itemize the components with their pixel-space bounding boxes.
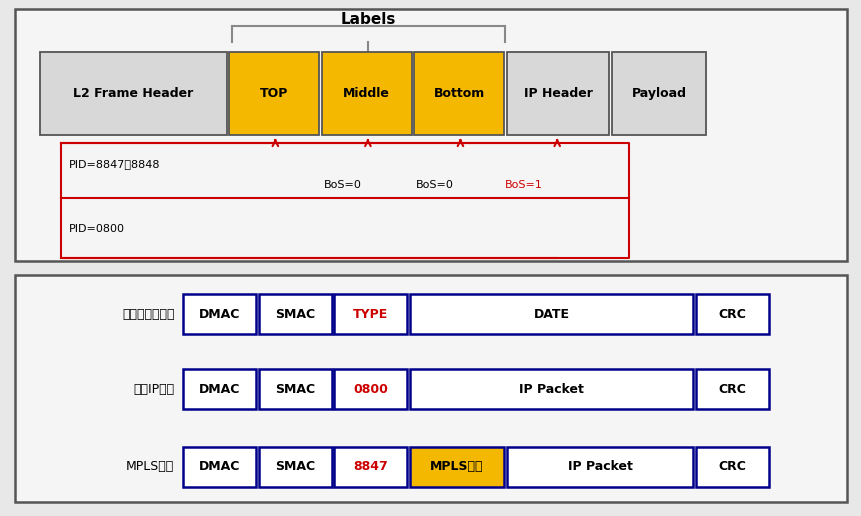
- FancyBboxPatch shape: [258, 447, 331, 487]
- FancyBboxPatch shape: [410, 369, 693, 409]
- FancyBboxPatch shape: [334, 447, 407, 487]
- Text: SMAC: SMAC: [275, 383, 315, 396]
- FancyBboxPatch shape: [229, 52, 319, 136]
- Text: CRC: CRC: [718, 308, 746, 320]
- Text: PID=0800: PID=0800: [69, 224, 125, 234]
- FancyBboxPatch shape: [611, 52, 705, 136]
- FancyBboxPatch shape: [258, 294, 331, 334]
- FancyBboxPatch shape: [15, 9, 846, 261]
- FancyBboxPatch shape: [410, 294, 693, 334]
- FancyBboxPatch shape: [506, 52, 609, 136]
- Text: BoS=1: BoS=1: [504, 180, 542, 190]
- Text: DMAC: DMAC: [199, 383, 240, 396]
- Text: CRC: CRC: [718, 383, 746, 396]
- Text: DATE: DATE: [533, 308, 569, 320]
- Text: Middle: Middle: [343, 87, 390, 100]
- FancyBboxPatch shape: [695, 294, 768, 334]
- Text: IP Packet: IP Packet: [567, 460, 632, 473]
- Text: 普通IP包：: 普通IP包：: [133, 383, 174, 396]
- FancyBboxPatch shape: [258, 369, 331, 409]
- Text: IP Packet: IP Packet: [518, 383, 584, 396]
- Text: IP Header: IP Header: [523, 87, 592, 100]
- Text: 以太网帧结构：: 以太网帧结构：: [121, 308, 174, 320]
- Text: Labels: Labels: [340, 12, 395, 27]
- Text: DMAC: DMAC: [199, 460, 240, 473]
- Text: BoS=0: BoS=0: [416, 180, 454, 190]
- FancyBboxPatch shape: [183, 294, 256, 334]
- Text: 0800: 0800: [353, 383, 387, 396]
- Text: TYPE: TYPE: [353, 308, 388, 320]
- FancyBboxPatch shape: [695, 369, 768, 409]
- FancyBboxPatch shape: [334, 294, 407, 334]
- Text: SMAC: SMAC: [275, 460, 315, 473]
- FancyBboxPatch shape: [15, 276, 846, 502]
- Text: DMAC: DMAC: [199, 308, 240, 320]
- FancyBboxPatch shape: [695, 447, 768, 487]
- Text: Payload: Payload: [631, 87, 685, 100]
- FancyBboxPatch shape: [413, 52, 504, 136]
- Text: MPLS标签: MPLS标签: [430, 460, 483, 473]
- Text: TOP: TOP: [260, 87, 288, 100]
- Text: CRC: CRC: [718, 460, 746, 473]
- FancyBboxPatch shape: [183, 369, 256, 409]
- Text: BoS=0: BoS=0: [324, 180, 361, 190]
- FancyBboxPatch shape: [321, 52, 412, 136]
- Text: Bottom: Bottom: [433, 87, 484, 100]
- FancyBboxPatch shape: [506, 447, 693, 487]
- FancyBboxPatch shape: [183, 447, 256, 487]
- Text: 8847: 8847: [353, 460, 387, 473]
- Text: L2 Frame Header: L2 Frame Header: [73, 87, 193, 100]
- Text: SMAC: SMAC: [275, 308, 315, 320]
- FancyBboxPatch shape: [40, 52, 226, 136]
- FancyBboxPatch shape: [334, 369, 407, 409]
- Text: PID=8847或8848: PID=8847或8848: [69, 159, 160, 169]
- Text: MPLS包：: MPLS包：: [126, 460, 174, 473]
- FancyBboxPatch shape: [410, 447, 504, 487]
